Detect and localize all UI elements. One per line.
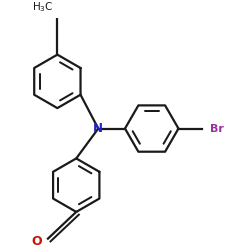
Text: H$_3$C: H$_3$C — [32, 0, 54, 14]
Text: N: N — [93, 122, 103, 135]
Text: O: O — [32, 235, 42, 248]
Text: Br: Br — [210, 124, 224, 134]
